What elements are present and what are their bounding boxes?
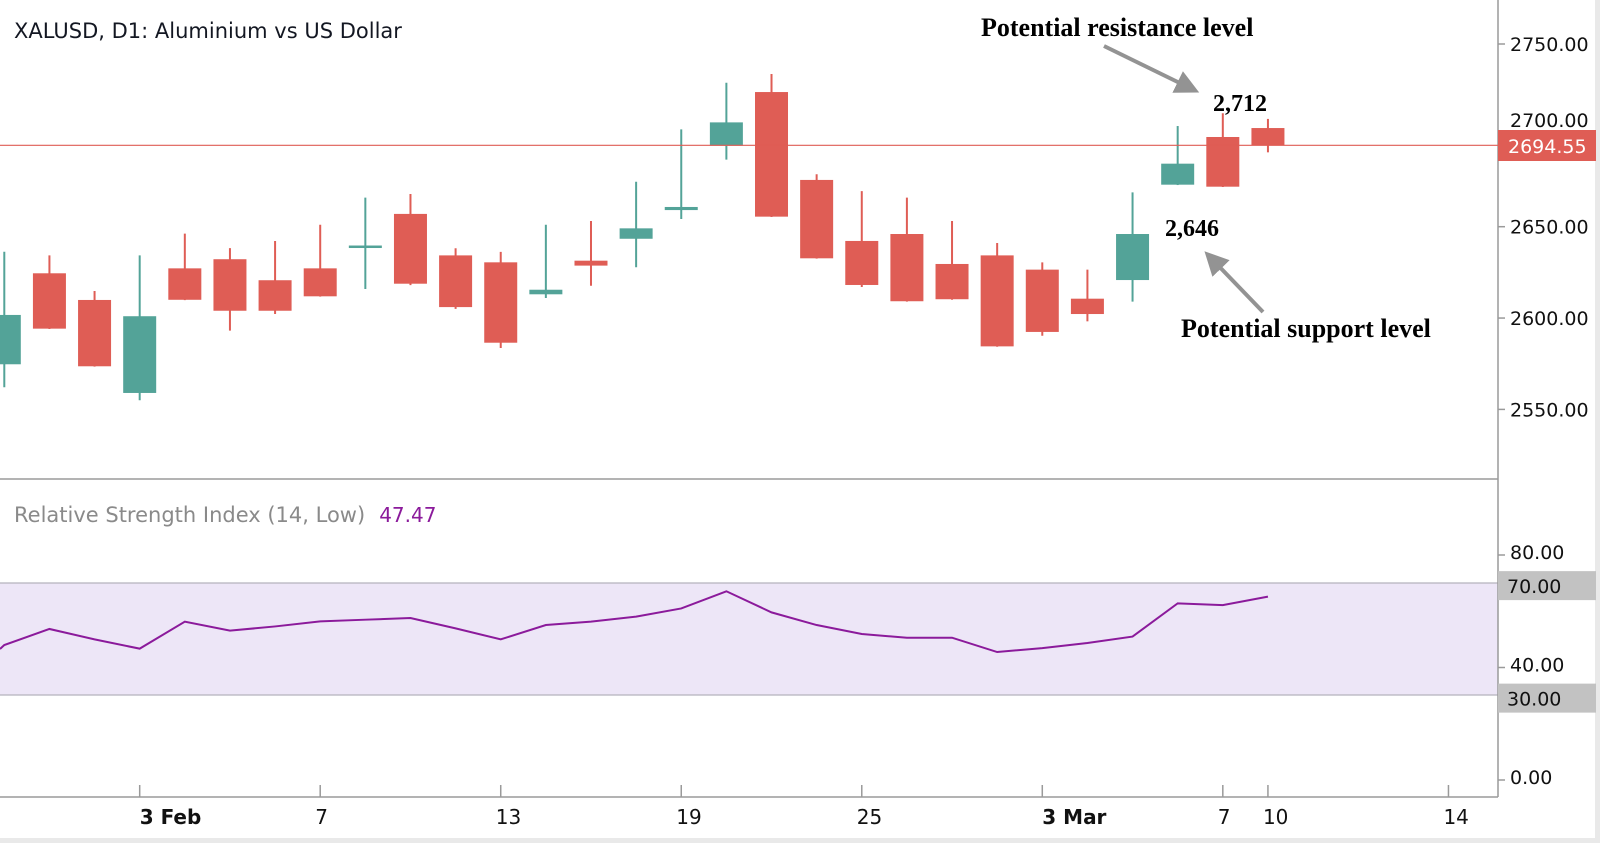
candle-12-feb[interactable] bbox=[439, 248, 473, 309]
date-tick-label: 3 Feb bbox=[140, 805, 202, 829]
price-tick-label: 2600.00 bbox=[1510, 308, 1589, 330]
rsi-band-30-70 bbox=[0, 583, 1498, 695]
candles-group bbox=[0, 73, 1285, 401]
rsi-indicator-label[interactable]: Relative Strength Index (14, Low) bbox=[14, 503, 365, 527]
date-tick-label: 10 bbox=[1263, 805, 1288, 829]
candle-20-feb[interactable] bbox=[709, 82, 743, 160]
date-tick-label: 19 bbox=[676, 805, 701, 829]
price-axis[interactable]: 2750.00 2700.00 2650.00 2600.00 2550.00 bbox=[1498, 34, 1589, 421]
candle-7-feb[interactable] bbox=[303, 224, 337, 297]
candle-14-feb[interactable] bbox=[529, 224, 563, 298]
candle-body bbox=[1161, 163, 1195, 185]
price-tick-label: 2700.00 bbox=[1510, 110, 1589, 132]
candle-body bbox=[439, 255, 473, 308]
price-tick-label: 2750.00 bbox=[1510, 34, 1589, 56]
last-price-badge: 2694.55 bbox=[1498, 130, 1596, 161]
candle-body bbox=[258, 280, 292, 311]
candle-24-feb[interactable] bbox=[800, 174, 834, 259]
rsi-line bbox=[0, 590, 1269, 654]
candle-body bbox=[980, 255, 1014, 347]
candle-body bbox=[484, 262, 518, 343]
candle-body bbox=[0, 314, 21, 365]
candle-5-feb[interactable] bbox=[213, 248, 247, 331]
candle-10-feb[interactable] bbox=[348, 197, 382, 290]
candle-body bbox=[890, 234, 924, 302]
rsi-indicator-value: 47.47 bbox=[379, 503, 436, 527]
candle-body bbox=[800, 179, 834, 259]
candle-body bbox=[845, 240, 879, 285]
candle-6-mar[interactable] bbox=[1161, 126, 1195, 186]
candle-body bbox=[709, 122, 743, 146]
candle-body bbox=[1116, 234, 1150, 281]
candle-body bbox=[1070, 298, 1104, 315]
rsi-tick-label: 0.00 bbox=[1510, 767, 1552, 789]
candle-18-feb[interactable] bbox=[619, 181, 653, 268]
candle-body bbox=[123, 316, 157, 393]
candle-body bbox=[1251, 128, 1285, 146]
candle-29-jan[interactable] bbox=[0, 251, 21, 388]
date-tick-label: 3 Mar bbox=[1042, 805, 1106, 829]
candle-21-feb[interactable] bbox=[755, 73, 789, 218]
rsi-tick-label: 40.00 bbox=[1510, 655, 1564, 677]
candle-30-jan[interactable] bbox=[32, 255, 66, 330]
candle-27-feb[interactable] bbox=[935, 221, 969, 300]
candle-11-feb[interactable] bbox=[393, 193, 427, 286]
candle-17-feb[interactable] bbox=[574, 221, 608, 286]
candle-10-mar[interactable] bbox=[1251, 118, 1285, 153]
candle-26-feb[interactable] bbox=[890, 197, 924, 302]
candle-body bbox=[168, 268, 202, 300]
candle-body bbox=[755, 92, 789, 217]
candle-3-feb[interactable] bbox=[123, 255, 157, 401]
candle-body bbox=[78, 299, 112, 367]
candle-body bbox=[348, 245, 382, 249]
candle-body bbox=[32, 273, 66, 329]
time-axis[interactable]: 3 Feb 7 13 19 25 3 Mar 7 10 14 bbox=[138, 785, 1469, 829]
candle-28-feb[interactable] bbox=[980, 242, 1014, 347]
date-tick-label: 7 bbox=[1218, 805, 1231, 829]
candle-3-mar[interactable] bbox=[1025, 262, 1059, 336]
candle-25-feb[interactable] bbox=[845, 191, 879, 287]
support-annotation-label: Potential support level bbox=[1181, 314, 1431, 343]
support-value-label: 2,646 bbox=[1165, 216, 1219, 242]
resistance-value-label: 2,712 bbox=[1213, 91, 1267, 117]
chart-title: XALUSD, D1: Aluminium vs US Dollar bbox=[14, 19, 402, 43]
candle-6-feb[interactable] bbox=[258, 240, 292, 315]
candle-19-feb[interactable] bbox=[664, 129, 698, 220]
price-tick-label: 2550.00 bbox=[1510, 399, 1589, 421]
date-tick-label: 14 bbox=[1443, 805, 1468, 829]
candle-body bbox=[393, 213, 427, 284]
date-tick-label: 7 bbox=[315, 805, 328, 829]
price-tick-label: 2650.00 bbox=[1510, 217, 1589, 239]
rsi-band-label-bg bbox=[1498, 571, 1596, 601]
rsi-tick-label: 80.00 bbox=[1510, 542, 1564, 564]
last-price-label: 2694.55 bbox=[1508, 136, 1587, 158]
candle-31-jan[interactable] bbox=[78, 291, 112, 367]
date-tick-label: 25 bbox=[857, 805, 882, 829]
candle-5-mar[interactable] bbox=[1116, 192, 1150, 302]
date-tick-label: 13 bbox=[496, 805, 521, 829]
resistance-annotation-label: Potential resistance level bbox=[981, 13, 1253, 42]
candle-body bbox=[303, 268, 337, 297]
candle-body bbox=[529, 289, 563, 295]
last-price-badge-bg bbox=[1498, 130, 1596, 161]
candle-4-mar[interactable] bbox=[1070, 269, 1104, 322]
rsi-band-label-bg bbox=[1498, 683, 1596, 713]
rsi-band-label: 70.00 bbox=[1507, 576, 1561, 598]
candle-body bbox=[213, 259, 247, 311]
rsi-axis[interactable]: 80.00 40.00 0.00 70.00 30.00 bbox=[1498, 542, 1596, 789]
rsi-band-label: 30.00 bbox=[1507, 689, 1561, 711]
candle-body bbox=[619, 228, 653, 239]
candle-body bbox=[1206, 136, 1240, 187]
candle-body bbox=[935, 263, 969, 300]
resistance-arrow-icon bbox=[1103, 44, 1200, 93]
candle-4-feb[interactable] bbox=[168, 233, 202, 301]
candle-13-feb[interactable] bbox=[484, 251, 518, 349]
support-arrow-icon bbox=[1204, 251, 1265, 314]
candle-body bbox=[664, 206, 698, 211]
candle-body bbox=[574, 260, 608, 266]
candle-body bbox=[1025, 269, 1059, 332]
